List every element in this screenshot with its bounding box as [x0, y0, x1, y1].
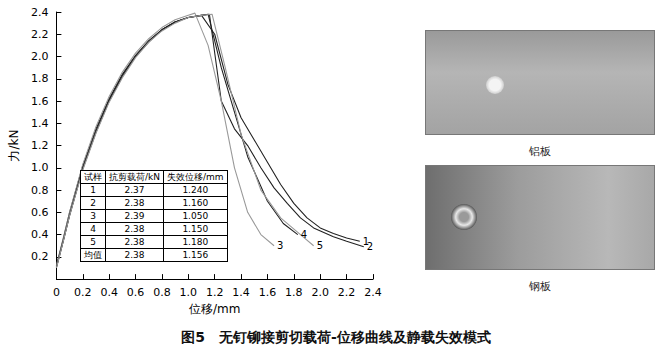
- html-text:5: 5: [90, 237, 96, 247]
- html-text:1.156: 1.156: [182, 250, 209, 260]
- svg-text:1.4: 1.4: [232, 286, 250, 299]
- svg-text:1.4: 1.4: [31, 117, 49, 130]
- svg-text:0.8: 0.8: [31, 184, 49, 197]
- svg-text:0.2: 0.2: [31, 250, 49, 263]
- svg-text:力/kN: 力/kN: [7, 130, 21, 162]
- html-text:失效位移/mm: 失效位移/mm: [167, 172, 224, 182]
- html-text:1.160: 1.160: [182, 198, 209, 208]
- html-text:1.150: 1.150: [182, 224, 209, 234]
- html-text:2.38: 2.38: [124, 250, 145, 260]
- svg-text:0: 0: [53, 286, 60, 299]
- svg-text:0.8: 0.8: [153, 286, 171, 299]
- html-text:2: 2: [90, 198, 96, 208]
- html-text:3: 3: [90, 211, 96, 221]
- svg-text:1.2: 1.2: [206, 286, 224, 299]
- svg-text:2.2: 2.2: [31, 28, 49, 41]
- html-text:4: 4: [90, 224, 96, 234]
- svg-text:2.4: 2.4: [364, 286, 382, 299]
- html-text:试样: 试样: [84, 172, 102, 182]
- html-text:2.38: 2.38: [124, 237, 145, 247]
- svg-text:3: 3: [277, 240, 283, 251]
- svg-text:2.4: 2.4: [31, 6, 49, 19]
- html-text:1.180: 1.180: [182, 237, 209, 247]
- html-text:2.37: 2.37: [124, 185, 145, 195]
- html-text:均值: 均值: [84, 250, 102, 260]
- html-text:图5 无钉铆接剪切载荷-位移曲线及静载失效模式: 图5 无钉铆接剪切载荷-位移曲线及静载失效模式: [181, 329, 491, 345]
- svg-text:0.6: 0.6: [127, 286, 145, 299]
- svg-text:1.0: 1.0: [180, 286, 198, 299]
- svg-text:0.4: 0.4: [31, 228, 49, 241]
- svg-text:0.2: 0.2: [74, 286, 92, 299]
- html-text:2.38: 2.38: [124, 198, 145, 208]
- svg-text:1.2: 1.2: [31, 139, 49, 152]
- svg-text:1.6: 1.6: [259, 286, 277, 299]
- svg-text:1.0: 1.0: [31, 161, 49, 174]
- svg-text:2: 2: [367, 241, 373, 252]
- svg-text:2.0: 2.0: [31, 50, 49, 63]
- svg-text:1.8: 1.8: [31, 72, 49, 85]
- svg-text:2.2: 2.2: [338, 286, 356, 299]
- svg-text:0.6: 0.6: [31, 206, 49, 219]
- svg-text:5: 5: [317, 240, 323, 251]
- html-text:1: 1: [90, 185, 96, 195]
- html-text:1.240: 1.240: [182, 185, 209, 195]
- svg-text:0.4: 0.4: [100, 286, 118, 299]
- html-text:钢板: 钢板: [529, 280, 551, 293]
- svg-text:1.6: 1.6: [31, 95, 49, 108]
- html-text:2.38: 2.38: [124, 224, 145, 234]
- svg-text:位移/mm: 位移/mm: [189, 302, 240, 316]
- svg-text:1.8: 1.8: [285, 286, 303, 299]
- html-text:2.39: 2.39: [124, 211, 145, 221]
- svg-text:2.0: 2.0: [311, 286, 329, 299]
- svg-text:4: 4: [301, 229, 307, 240]
- html-text:铝板: 铝板: [529, 145, 551, 158]
- html-text:1.050: 1.050: [182, 211, 209, 221]
- html-text:抗剪载荷/kN: 抗剪载荷/kN: [109, 172, 160, 182]
